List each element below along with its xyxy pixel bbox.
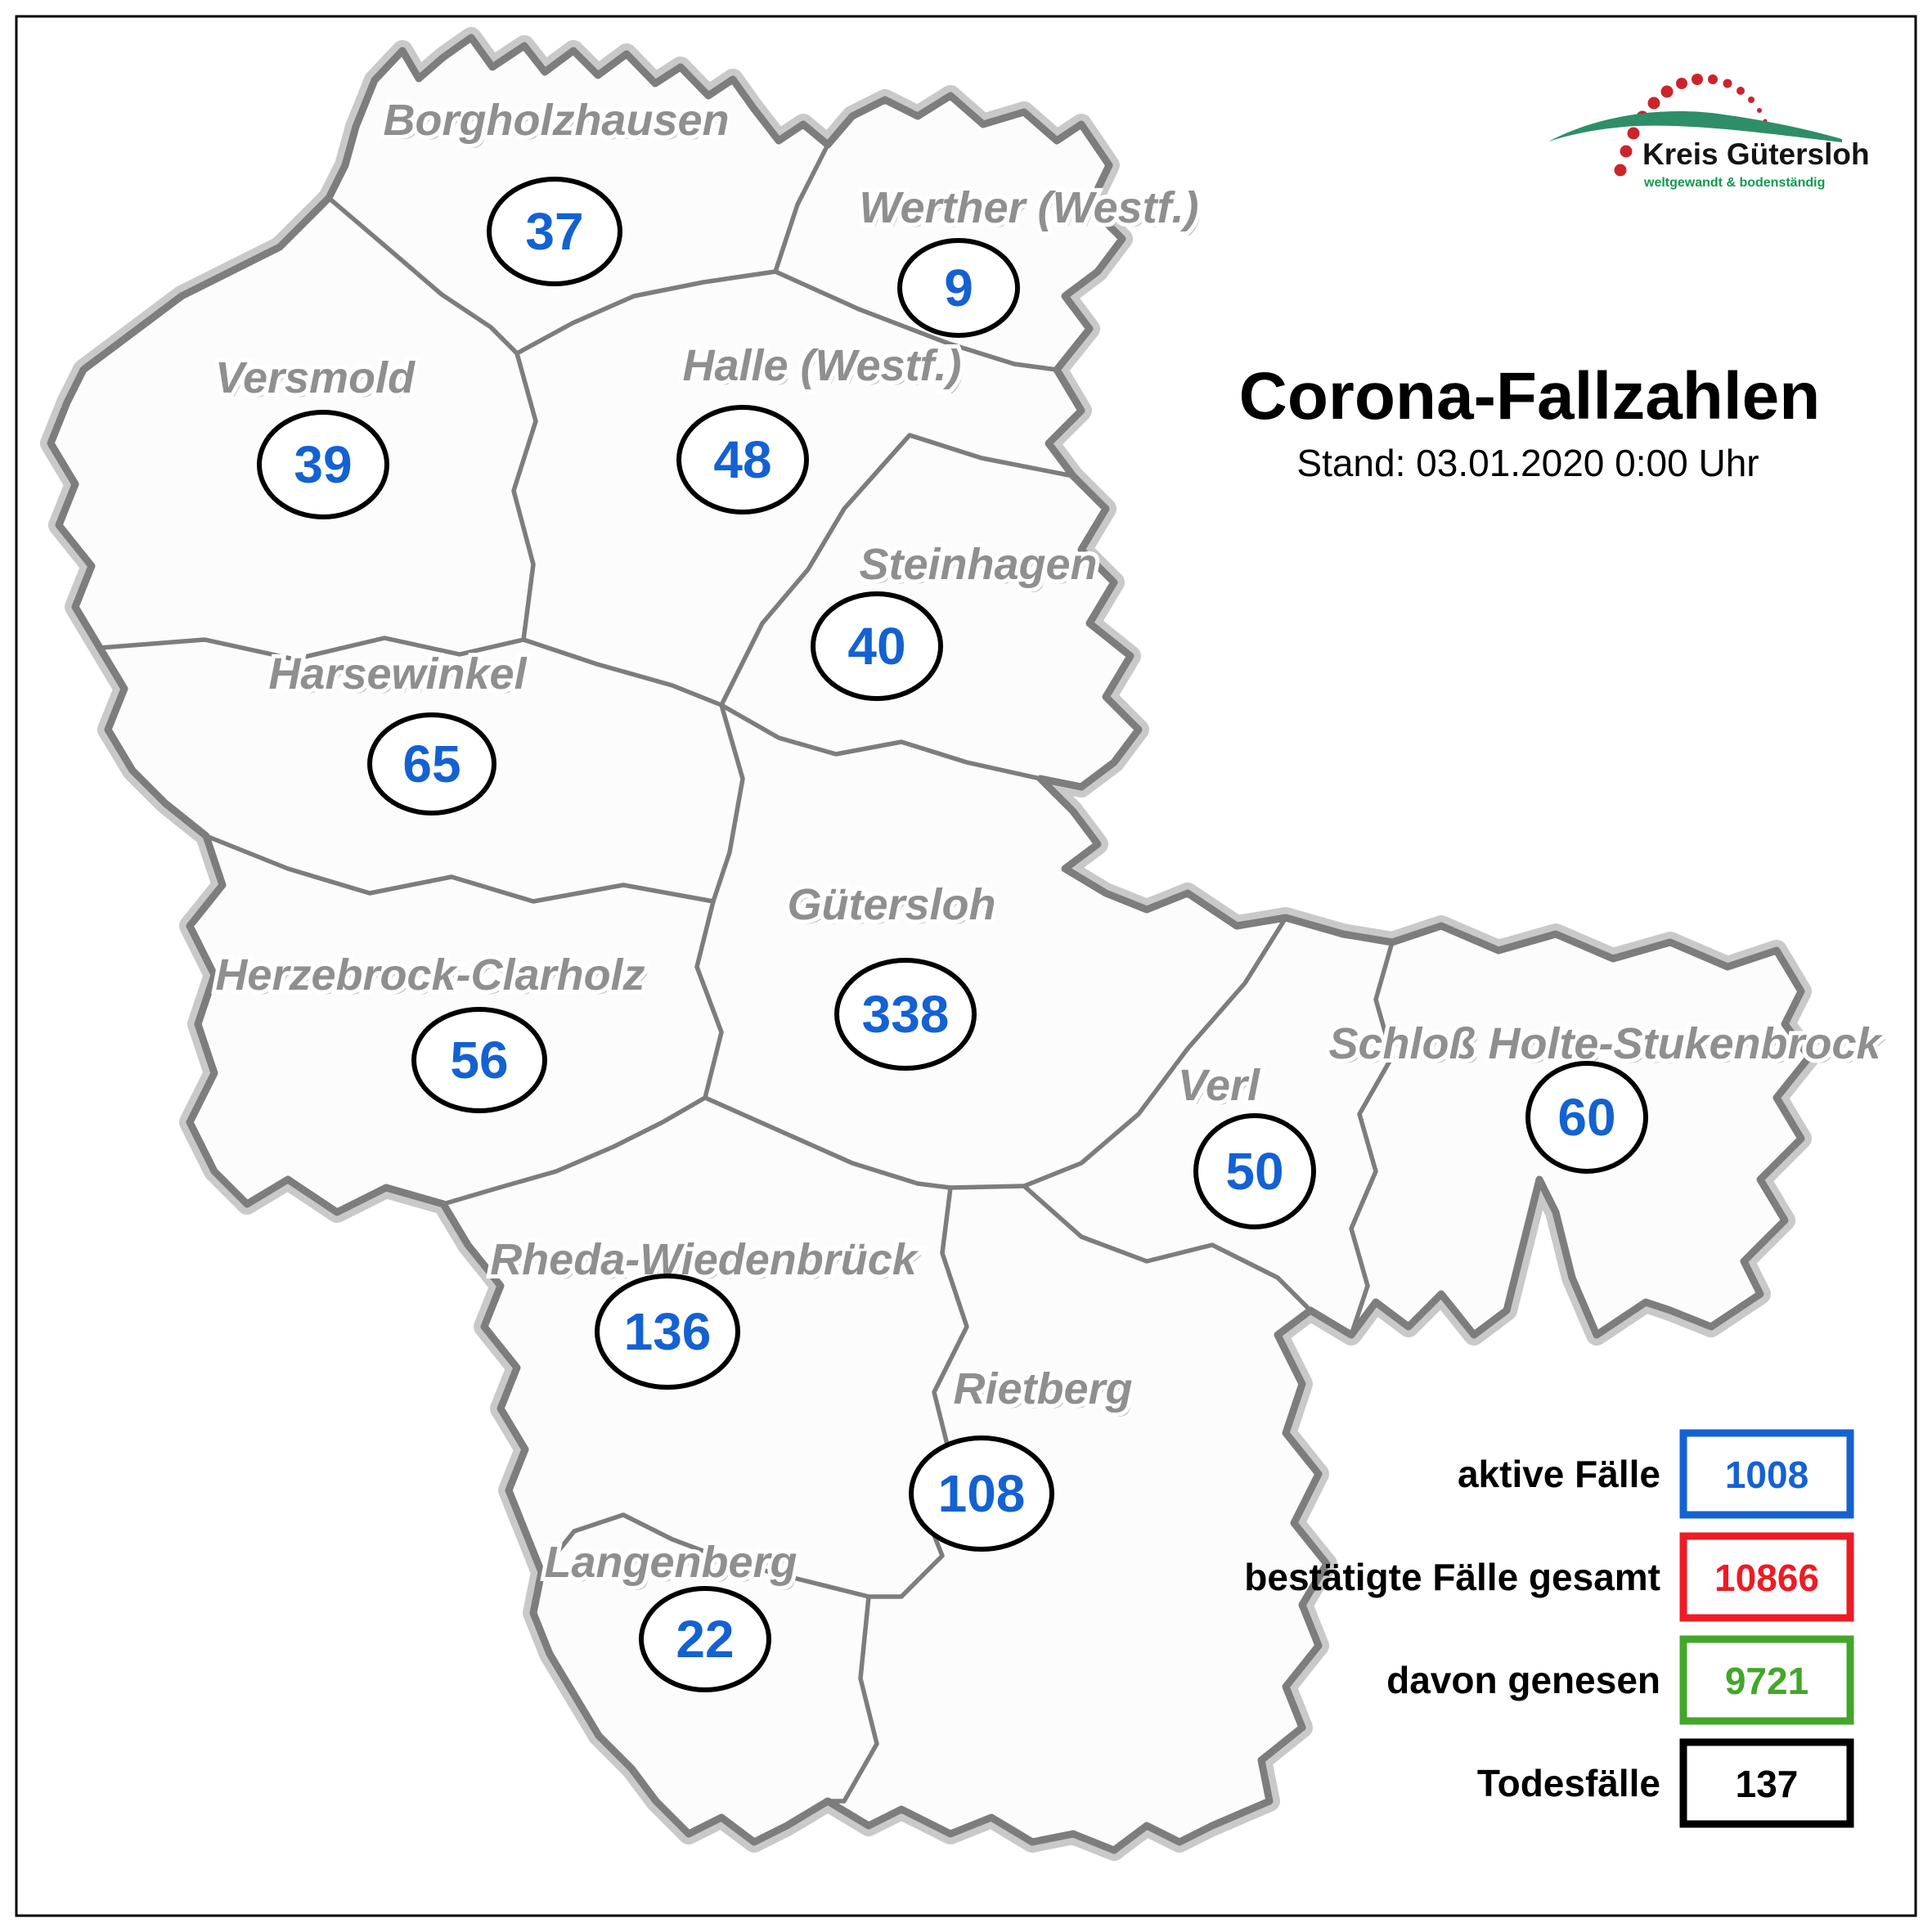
municipality-label-shadow: Gütersloh [790, 884, 999, 933]
legend-value: 9721 [1725, 1660, 1808, 1702]
case-count-ellipse [1193, 1113, 1316, 1229]
case-count-ellipse [834, 958, 977, 1071]
case-count-ellipse [676, 405, 809, 514]
legend-label: aktive Fälle [1458, 1453, 1660, 1495]
municipality-label: Herzebrock-Clarholz [215, 950, 645, 1000]
case-count: 65 [402, 735, 461, 793]
municipality-label-shadow: Borgholzhausen [386, 100, 732, 149]
case-count: 48 [713, 430, 771, 489]
municipality-label-shadow: Harsewinkel [272, 654, 530, 703]
case-count-ellipse [1525, 1061, 1648, 1174]
municipality-label-shadow: Rietberg [956, 1368, 1135, 1418]
municipality-label-shadow: Langenberg [547, 1542, 800, 1591]
logo-name: Kreis Gütersloh [1642, 137, 1870, 171]
case-count-ellipse [487, 177, 622, 286]
case-count: 108 [938, 1464, 1026, 1523]
logo-tagline: weltgewandt & bodenständig [1643, 176, 1825, 190]
municipality-label-shadow: Werther (Westf.) [862, 187, 1202, 236]
kreis-guetersloh-logo: Kreis Gütersloh weltgewandt & bodenständ… [1548, 74, 1870, 190]
case-count: 39 [294, 435, 352, 494]
municipality-label-shadow: Versmold [218, 357, 419, 407]
municipality-label: Gütersloh [787, 880, 995, 929]
municipality-label: Versmold [215, 353, 416, 402]
municipality-label-shadow: Verl [1181, 1065, 1264, 1114]
legend-value: 1008 [1725, 1453, 1808, 1496]
municipality-label-shadow: Rheda-Wiedenbrück [493, 1239, 923, 1288]
legend-label: Todesfälle [1477, 1762, 1660, 1804]
legend-label: davon genesen [1386, 1659, 1660, 1701]
legend-label: bestätigte Fälle gesamt [1244, 1556, 1660, 1598]
case-count: 338 [862, 985, 950, 1044]
municipality-label-shadow: Halle (Westf.) [685, 345, 964, 394]
district-outline [47, 34, 1813, 1854]
municipality-label: Halle (Westf.) [682, 341, 961, 390]
case-count: 50 [1225, 1142, 1283, 1201]
page-title: Corona-Fallzahlen [1239, 359, 1821, 434]
municipality-label: Langenberg [544, 1538, 797, 1587]
municipality-label: Borgholzhausen [383, 96, 729, 145]
municipality-label-shadow: Schloß Holte-Stukenbrock [1332, 1023, 1886, 1072]
municipality-label: Rietberg [953, 1364, 1132, 1413]
case-count: 9 [944, 258, 973, 317]
case-count-ellipse [909, 1436, 1054, 1552]
page-border [15, 15, 1917, 1917]
legend-value-box [1679, 1738, 1854, 1828]
legend-value-box [1679, 1429, 1854, 1519]
legend-value: 10866 [1714, 1557, 1819, 1599]
case-count-ellipse [367, 712, 496, 815]
case-count-ellipse [811, 591, 943, 701]
case-count-ellipse [257, 410, 389, 519]
case-count: 56 [450, 1031, 508, 1090]
legend-value: 137 [1736, 1763, 1799, 1805]
case-count: 37 [525, 202, 583, 261]
case-count: 60 [1557, 1088, 1615, 1147]
municipality-label: Rheda-Wiedenbrück [490, 1235, 919, 1284]
legend-value-box [1679, 1635, 1854, 1725]
case-count-ellipse [897, 238, 1020, 338]
municipal-borders [97, 142, 1395, 1804]
case-count-ellipse [639, 1586, 771, 1692]
legend-value-box [1679, 1532, 1854, 1622]
legend: aktive Fälle 1008 bestätigte Fälle gesamt 1… [1244, 1429, 1854, 1828]
municipality-label: Schloß Holte-Stukenbrock [1328, 1019, 1883, 1068]
page-subtitle: Stand: 03.01.2020 0:00 Uhr [1296, 442, 1759, 484]
case-count: 40 [847, 617, 905, 676]
case-count-ellipse [411, 1007, 547, 1113]
case-count: 136 [624, 1302, 712, 1361]
municipality-label: Harsewinkel [268, 649, 527, 699]
case-count-ellipse [595, 1274, 740, 1390]
municipality-label-shadow: Herzebrock-Clarholz [218, 955, 648, 1004]
municipality-label: Verl [1178, 1061, 1260, 1110]
municipality-label: Steinhagen [859, 540, 1097, 589]
municipality-label-shadow: Steinhagen [862, 544, 1100, 593]
case-count: 22 [676, 1610, 734, 1669]
logo-hill-icon [1548, 111, 1842, 142]
municipality-label: Werther (Westf.) [859, 183, 1198, 232]
